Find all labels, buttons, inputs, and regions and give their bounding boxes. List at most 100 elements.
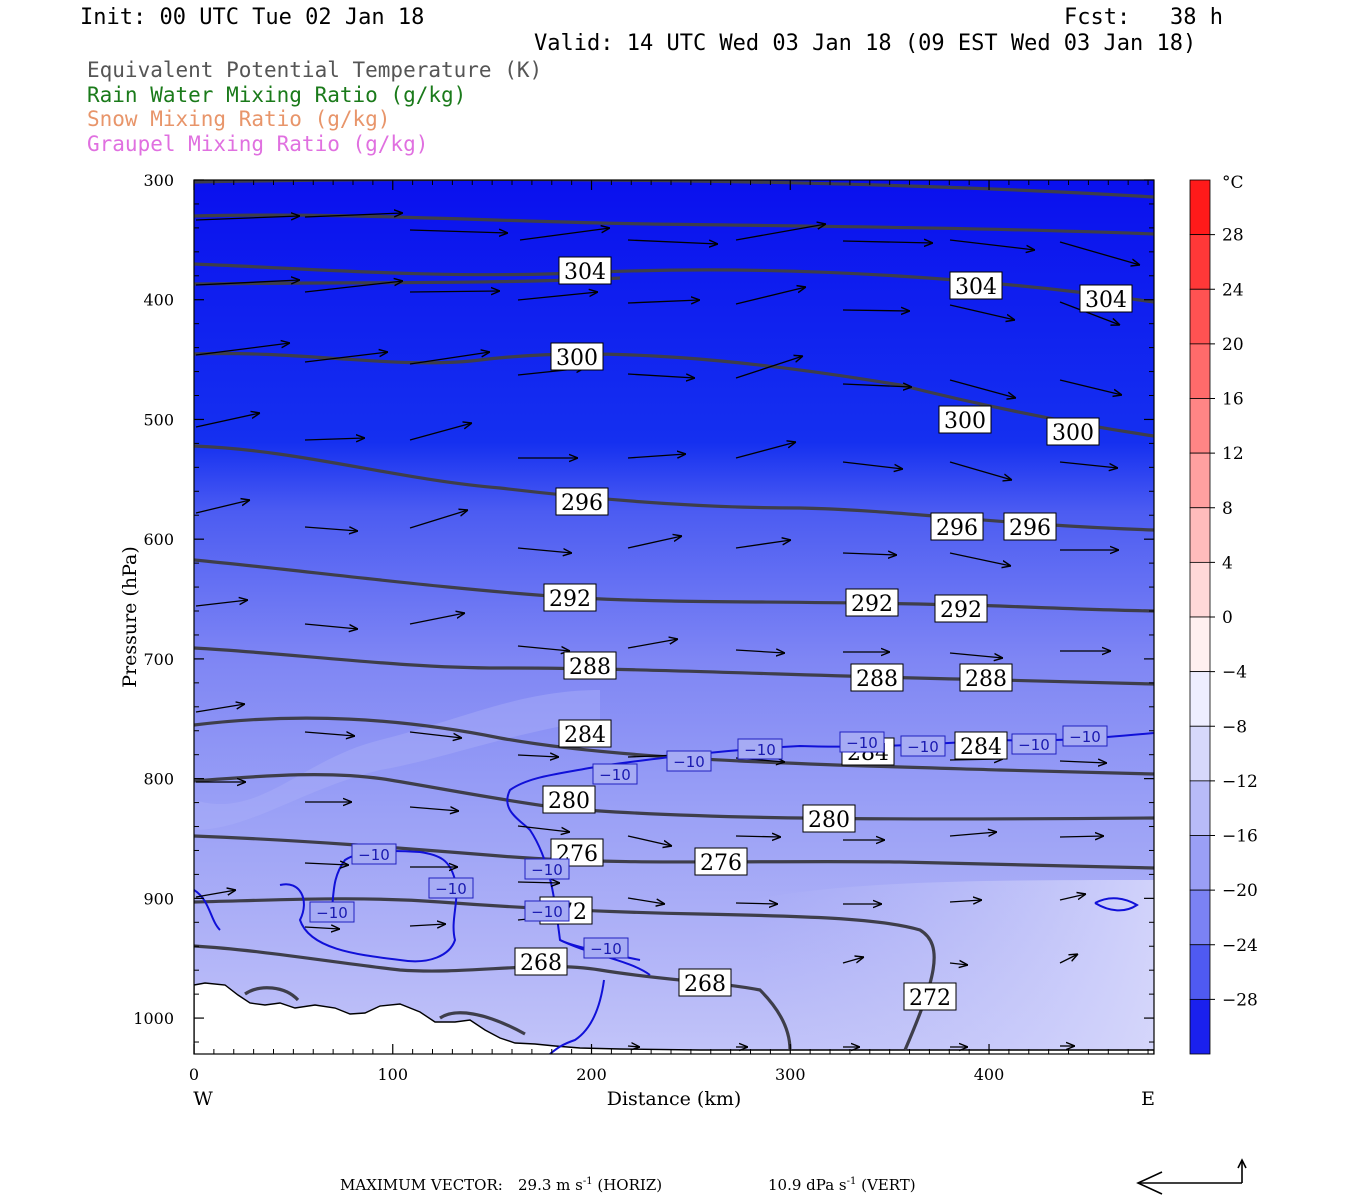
svg-text:284: 284 — [960, 735, 1002, 760]
theta-e-label: 272 — [903, 982, 957, 1011]
colorbar-tick-label: 8 — [1222, 499, 1233, 519]
colorbar-tick-label: 4 — [1222, 553, 1233, 573]
wind-vector — [949, 552, 1011, 566]
isotherm-line — [1094, 897, 1139, 912]
svg-text:−10: −10 — [316, 904, 348, 922]
wind-vector — [304, 352, 388, 363]
colorbar-tick-label: 28 — [1222, 226, 1244, 246]
wind-vector — [627, 639, 678, 649]
colorbar-swatch — [1189, 179, 1211, 236]
y-axis: 300 400 500 600 700 800 900 1000 — [133, 171, 1154, 1043]
colorbar-unit: °C — [1222, 173, 1244, 193]
y-tick-label: 400 — [143, 291, 174, 310]
colorbar-tick-label: 24 — [1222, 280, 1244, 300]
horiz-exp: -1 — [582, 1176, 593, 1187]
wind-vector — [517, 755, 559, 757]
svg-text:284: 284 — [564, 723, 606, 748]
svg-text:300: 300 — [556, 346, 598, 371]
svg-text:−10: −10 — [1069, 728, 1101, 746]
wind-vector — [949, 304, 1015, 320]
x-tick-label: 300 — [775, 1065, 806, 1084]
max-vector-label: MAXIMUM VECTOR: — [340, 1176, 503, 1194]
svg-text:304: 304 — [1085, 288, 1127, 313]
theta-e-label: 288 — [850, 663, 904, 692]
isotherm-label: −10 — [309, 901, 355, 923]
svg-text:268: 268 — [684, 972, 726, 997]
wind-vector — [949, 900, 982, 902]
theta-e-label: 280 — [802, 804, 856, 833]
wind-vector — [735, 442, 796, 459]
theta-e-line — [194, 262, 1154, 304]
vert-exp: -1 — [846, 1176, 857, 1187]
svg-text:296: 296 — [1009, 516, 1051, 541]
wind-vector — [627, 897, 665, 904]
x-tick-label: 100 — [377, 1065, 408, 1084]
theta-e-label: 268 — [514, 947, 568, 976]
svg-text:−10: −10 — [599, 766, 631, 784]
wind-vector — [949, 963, 968, 965]
colorbar-swatch — [1189, 288, 1211, 345]
theta-e-label: 288 — [959, 663, 1013, 692]
svg-text:288: 288 — [569, 655, 611, 680]
svg-text:304: 304 — [955, 275, 997, 300]
wind-vector — [842, 384, 912, 387]
wind-vector — [627, 300, 700, 303]
wind-vector — [842, 461, 903, 469]
svg-text:276: 276 — [700, 851, 742, 876]
legend-snow: Snow Mixing Ratio (g/kg) — [87, 107, 391, 131]
wind-vector — [409, 291, 500, 292]
colorbar-swatch — [1189, 835, 1211, 891]
isotherm-label: −10 — [1011, 733, 1057, 755]
colorbar-swatch — [1189, 561, 1211, 618]
wind-vector — [735, 356, 803, 379]
theta-e-label: 304 — [558, 256, 612, 285]
wind-vector — [409, 423, 472, 441]
wind-vector — [409, 731, 462, 738]
theta-e-line — [194, 716, 1154, 776]
wind-vector — [195, 600, 248, 607]
wind-vector — [735, 224, 826, 241]
wind-vector — [519, 228, 610, 241]
wind-vector — [304, 281, 403, 293]
wind-vector — [627, 1046, 640, 1047]
colorbar-swatch — [1189, 507, 1211, 563]
wind-vector — [1059, 894, 1086, 901]
isotherm-label: −10 — [592, 763, 638, 785]
svg-text:−10: −10 — [1018, 736, 1050, 754]
horiz-value: 29.3 m s — [518, 1176, 583, 1194]
y-tick-label: 500 — [143, 410, 174, 429]
wind-vector — [735, 836, 781, 837]
colorbar-tick-label: 20 — [1222, 335, 1244, 355]
colorbar-swatch — [1189, 452, 1211, 509]
wind-vector — [949, 379, 1016, 398]
wind-vector — [949, 461, 1012, 480]
wind-vector — [842, 310, 910, 311]
wind-vector — [517, 825, 570, 832]
forecast-hour: Fcst: 38 h — [1064, 5, 1223, 30]
svg-text:292: 292 — [549, 587, 591, 612]
colorbar-swatch — [1189, 944, 1211, 1000]
wind-vector — [517, 882, 560, 883]
wind-vector — [627, 536, 682, 549]
theta-e-label: 300 — [550, 342, 604, 371]
colorbar-tick-label: −12 — [1222, 772, 1258, 792]
theta-e-label: 292 — [934, 594, 988, 623]
isotherm-labels: −10−10−10−10−10−10−10−10−10−10−10−10−10−… — [309, 725, 1108, 959]
wind-vector — [735, 650, 785, 653]
y-tick-label: 900 — [143, 889, 174, 908]
svg-text:272: 272 — [909, 986, 951, 1011]
x-axis-label: Distance (km) — [607, 1088, 742, 1110]
svg-text:280: 280 — [808, 808, 850, 833]
theta-e-label: 300 — [1046, 417, 1100, 446]
isotherm-label: −10 — [900, 735, 946, 757]
theta-e-label: 268 — [678, 968, 732, 997]
wind-vector — [409, 613, 465, 625]
wind-vector — [195, 413, 260, 428]
wind-vector — [517, 292, 598, 301]
wind-vector — [735, 903, 778, 904]
horiz-suffix: (HORIZ) — [592, 1176, 663, 1194]
east-label: E — [1141, 1088, 1155, 1110]
theta-e-line — [194, 558, 1154, 613]
colorbar-swatch — [1189, 234, 1211, 290]
colorbar-tick-label: −16 — [1222, 827, 1258, 847]
